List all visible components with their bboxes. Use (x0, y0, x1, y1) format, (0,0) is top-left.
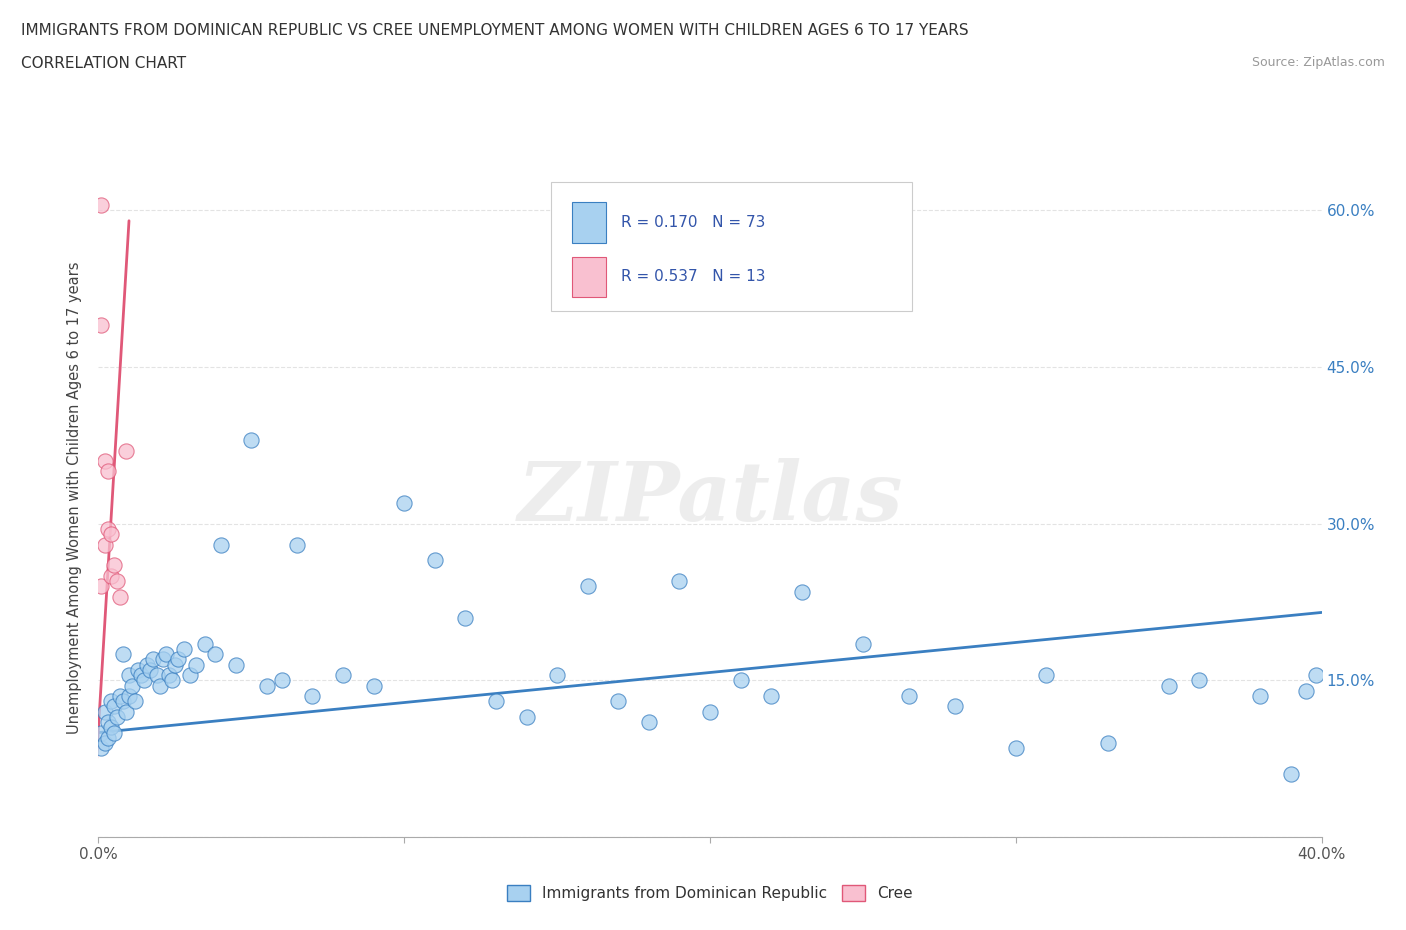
Point (118, 668, 141, 683)
Point (90, 725, 112, 740)
Point (576, 578, 599, 593)
Point (93, 704, 115, 719)
Point (285, 538, 308, 552)
Point (1097, 736, 1119, 751)
Point (115, 704, 138, 719)
Point (270, 673, 292, 688)
Point (454, 610, 477, 625)
Point (392, 496, 416, 511)
Point (111, 694, 134, 709)
Point (179, 668, 201, 683)
Point (97, 730, 120, 745)
Point (97, 522, 120, 537)
Point (145, 668, 167, 683)
Point (790, 584, 813, 599)
Point (100, 694, 122, 709)
Point (139, 662, 162, 677)
Point (240, 432, 263, 447)
Point (423, 552, 446, 567)
Point (1295, 684, 1317, 698)
Point (129, 668, 152, 683)
Point (105, 710, 128, 724)
Point (637, 714, 661, 729)
Point (111, 646, 134, 661)
Point (103, 725, 125, 740)
Point (173, 642, 195, 657)
Text: ZIPatlas: ZIPatlas (517, 458, 903, 538)
Point (1249, 688, 1271, 703)
Point (100, 526, 122, 541)
Point (256, 678, 278, 693)
Point (668, 574, 690, 589)
Point (97, 714, 120, 729)
Point (108, 590, 131, 604)
Point (759, 688, 782, 703)
Point (108, 688, 131, 703)
Point (90, 578, 112, 593)
Point (93, 736, 115, 751)
Point (103, 558, 125, 573)
Point (105, 574, 128, 589)
Text: R = 0.170   N = 73: R = 0.170 N = 73 (620, 215, 765, 230)
Point (100, 568, 122, 583)
Point (332, 668, 354, 683)
Point (136, 658, 159, 672)
Point (142, 652, 165, 667)
Point (546, 668, 568, 683)
Point (204, 646, 226, 661)
Text: IMMIGRANTS FROM DOMINICAN REPUBLIC VS CREE UNEMPLOYMENT AMONG WOMEN WITH CHILDRE: IMMIGRANTS FROM DOMINICAN REPUBLIC VS CR… (21, 23, 969, 38)
Point (115, 443, 138, 458)
Point (209, 538, 232, 552)
Point (155, 646, 177, 661)
Point (1188, 673, 1211, 688)
Point (225, 658, 247, 672)
Point (93, 538, 115, 552)
Point (1305, 668, 1327, 683)
Point (852, 636, 875, 651)
Point (121, 678, 143, 693)
Point (100, 720, 122, 735)
Point (97, 464, 120, 479)
Text: Source: ZipAtlas.com: Source: ZipAtlas.com (1251, 56, 1385, 69)
Point (103, 699, 125, 714)
Legend: Immigrants from Dominican Republic, Cree: Immigrants from Dominican Republic, Cree (501, 879, 920, 908)
Point (1157, 678, 1180, 693)
Point (127, 662, 149, 677)
Point (1035, 668, 1057, 683)
Point (124, 694, 146, 709)
Point (157, 668, 180, 683)
Point (186, 658, 208, 672)
Point (607, 694, 630, 709)
Point (699, 704, 721, 719)
Point (485, 694, 508, 709)
Point (301, 688, 323, 703)
Point (897, 688, 920, 703)
FancyBboxPatch shape (572, 202, 606, 243)
Point (943, 699, 966, 714)
Point (152, 652, 174, 667)
Point (149, 678, 172, 693)
FancyBboxPatch shape (572, 257, 606, 298)
Point (1279, 767, 1302, 782)
Y-axis label: Unemployment Among Women with Children Ages 6 to 17 years: Unemployment Among Women with Children A… (67, 261, 83, 734)
Text: CORRELATION CHART: CORRELATION CHART (21, 56, 186, 71)
Point (118, 688, 141, 703)
Point (516, 710, 538, 724)
Point (134, 673, 156, 688)
Point (90, 318, 112, 333)
Point (93, 454, 115, 469)
Point (90, 198, 112, 213)
Point (1004, 741, 1026, 756)
Text: R = 0.537   N = 13: R = 0.537 N = 13 (620, 270, 765, 285)
Point (730, 673, 752, 688)
FancyBboxPatch shape (551, 182, 912, 311)
Point (160, 673, 183, 688)
Point (194, 636, 217, 651)
Point (90, 741, 112, 756)
Point (363, 678, 385, 693)
Point (163, 658, 186, 672)
Point (167, 652, 190, 667)
